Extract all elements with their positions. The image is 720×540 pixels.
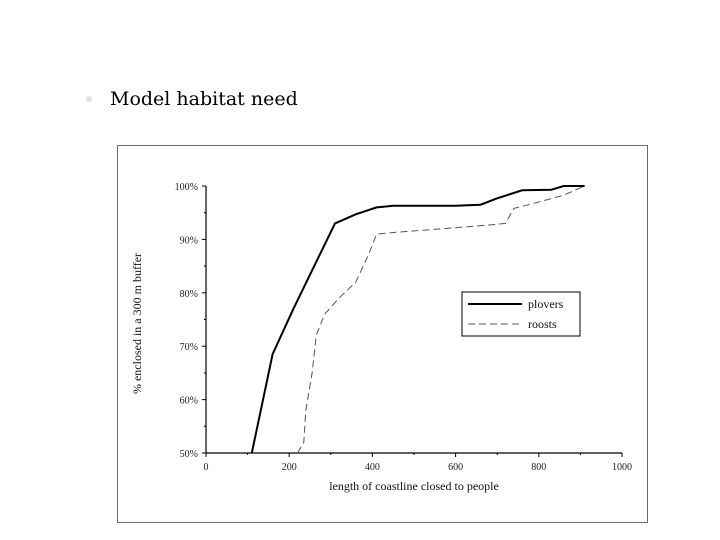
x-tick-label: 1000 [612,462,632,473]
x-tick-label: 0 [204,462,209,473]
x-tick-label: 200 [282,462,297,473]
legend-label-plovers: plovers [528,297,564,311]
y-tick-label: 60% [180,396,198,407]
y-tick-label: 80% [180,289,198,300]
slide-heading: Model habitat need [86,88,298,110]
y-tick-label: 50% [180,449,198,460]
y-tick-label: 90% [180,235,198,246]
y-tick-label: 70% [180,342,198,353]
bullet-icon [86,96,92,102]
x-axis-title: length of coastline closed to people [329,479,499,493]
x-tick-label: 400 [365,462,380,473]
x-tick-label: 800 [531,462,546,473]
chart-frame: 50% 60% 70% 80% 90% 100% 0 200 400 600 800 1000 leng… [117,145,648,523]
legend-label-roosts: roosts [528,317,557,331]
legend-box [461,291,581,337]
page-title: Model habitat need [110,88,298,110]
series-line-roosts [297,185,585,454]
series-line-plovers [250,185,585,454]
y-tick-label: 100% [175,182,198,193]
line-chart: 50% 60% 70% 80% 90% 100% 0 200 400 600 800 1000 leng… [130,182,632,493]
y-axis-title: % enclosed in a 300 m buffer [130,253,144,394]
x-tick-label: 600 [448,462,463,473]
